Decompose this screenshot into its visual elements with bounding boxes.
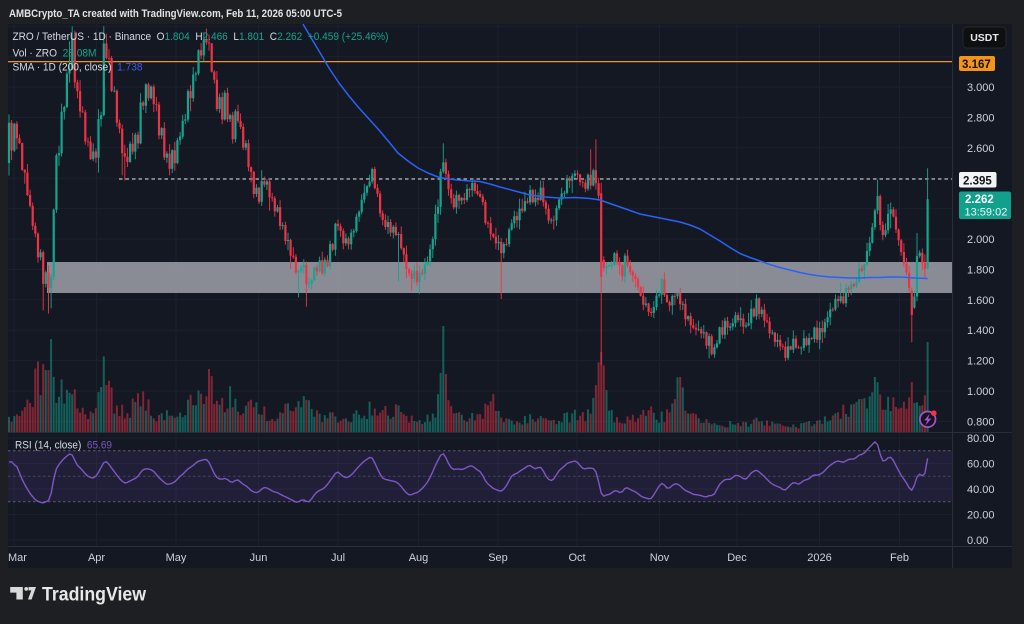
svg-text:Aug: Aug bbox=[409, 552, 429, 564]
svg-text:Jul: Jul bbox=[331, 552, 345, 564]
svg-text:Mar: Mar bbox=[8, 552, 27, 564]
svg-text:40.00: 40.00 bbox=[967, 484, 995, 496]
svg-text:0.00: 0.00 bbox=[967, 535, 988, 547]
svg-text:USDT: USDT bbox=[970, 32, 999, 44]
svg-text:80.00: 80.00 bbox=[967, 433, 995, 445]
svg-text:Apr: Apr bbox=[88, 552, 105, 564]
svg-text:1.000: 1.000 bbox=[967, 386, 995, 398]
svg-text:3.000: 3.000 bbox=[967, 82, 995, 94]
svg-text:Sep: Sep bbox=[488, 552, 508, 564]
svg-text:ZRO / TetherUS · 1D · Binance: ZRO / TetherUS · 1D · Binance O1.804 H2.… bbox=[13, 31, 389, 43]
svg-text:2.800: 2.800 bbox=[967, 112, 995, 124]
svg-text:TradingView: TradingView bbox=[42, 584, 147, 606]
svg-text:2.395: 2.395 bbox=[963, 176, 992, 188]
svg-text:Jun: Jun bbox=[250, 552, 268, 564]
svg-text:May: May bbox=[166, 552, 187, 564]
svg-text:1.200: 1.200 bbox=[967, 356, 995, 368]
svg-text:0.800: 0.800 bbox=[967, 416, 995, 428]
svg-text:SMA · 1D (200, close) 1.738: SMA · 1D (200, close) 1.738 bbox=[13, 62, 143, 74]
svg-text:2.000: 2.000 bbox=[967, 234, 995, 246]
svg-text:60.00: 60.00 bbox=[967, 459, 995, 471]
svg-text:2026: 2026 bbox=[807, 552, 831, 564]
svg-text:Vol · ZRO 28.08M: Vol · ZRO 28.08M bbox=[13, 48, 97, 60]
svg-text:2.600: 2.600 bbox=[967, 143, 995, 155]
svg-text:2.262: 2.262 bbox=[965, 194, 994, 206]
svg-text:Dec: Dec bbox=[727, 552, 747, 564]
svg-text:20.00: 20.00 bbox=[967, 510, 995, 522]
svg-text:Oct: Oct bbox=[568, 552, 585, 564]
svg-text:Feb: Feb bbox=[890, 552, 909, 564]
svg-text:1.400: 1.400 bbox=[967, 325, 995, 337]
svg-text:RSI (14, close) 65.69: RSI (14, close) 65.69 bbox=[15, 440, 112, 452]
svg-text:1.600: 1.600 bbox=[967, 295, 995, 307]
svg-text:AMBCrypto_TA created with Trad: AMBCrypto_TA created with TradingView.co… bbox=[9, 8, 342, 20]
svg-text:3.167: 3.167 bbox=[962, 59, 991, 71]
svg-text:13:59:02: 13:59:02 bbox=[965, 207, 1008, 219]
svg-text:Nov: Nov bbox=[650, 552, 670, 564]
svg-text:1.800: 1.800 bbox=[967, 264, 995, 276]
